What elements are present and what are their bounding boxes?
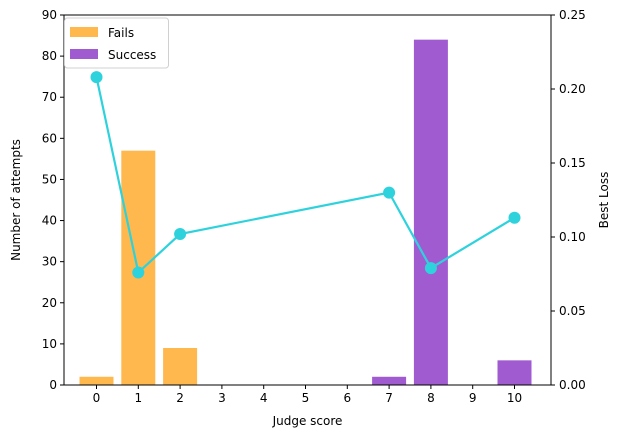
legend-swatch-success <box>70 49 98 59</box>
x-tick-label-10: 10 <box>507 391 522 405</box>
y-axis-ticks: 0 10 20 30 40 50 60 70 80 90 <box>42 8 64 392</box>
bar-success-7 <box>372 376 407 385</box>
best-loss-point-10 <box>508 211 521 224</box>
legend-label-success: Success <box>108 48 156 62</box>
legend-swatch-fails <box>70 27 98 37</box>
x-axis-title: Judge score <box>272 414 343 428</box>
x-tick-label-9: 9 <box>469 391 477 405</box>
y2-tick-label-0.25: 0.25 <box>559 8 586 22</box>
legend: Fails Success <box>64 17 169 69</box>
y-tick-label-60: 60 <box>42 131 57 145</box>
y-tick-label-90: 90 <box>42 8 57 22</box>
y2-axis-ticks: 0.00 0.05 0.10 0.15 0.20 0.25 <box>551 8 586 392</box>
x-tick-label-1: 1 <box>134 391 142 405</box>
y2-tick-label-0.00: 0.00 <box>559 378 586 392</box>
x-tick-label-7: 7 <box>385 391 393 405</box>
y-tick-label-20: 20 <box>42 296 57 310</box>
best-loss-point-0 <box>90 71 103 84</box>
y-axis-title: Number of attempts <box>9 139 23 261</box>
best-loss-point-7 <box>383 186 396 199</box>
legend-label-fails: Fails <box>108 26 134 40</box>
best-loss-line <box>95 76 516 275</box>
best-loss-point-2 <box>174 228 187 241</box>
y-tick-label-0: 0 <box>49 378 57 392</box>
y2-axis-title: Best Loss <box>597 172 611 229</box>
line-layer <box>90 71 521 279</box>
x-tick-label-3: 3 <box>218 391 226 405</box>
x-tick-label-8: 8 <box>427 391 435 405</box>
x-tick-label-2: 2 <box>176 391 184 405</box>
y-tick-label-70: 70 <box>42 90 57 104</box>
best-loss-point-8 <box>424 262 437 275</box>
x-tick-label-6: 6 <box>343 391 351 405</box>
x-tick-label-5: 5 <box>302 391 310 405</box>
y2-tick-label-0.05: 0.05 <box>559 304 586 318</box>
best-loss-point-1 <box>132 266 145 279</box>
y2-tick-label-0.20: 0.20 <box>559 82 586 96</box>
y-tick-label-50: 50 <box>42 172 57 186</box>
y2-tick-label-0.15: 0.15 <box>559 156 586 170</box>
y-tick-label-80: 80 <box>42 49 57 63</box>
x-tick-label-4: 4 <box>260 391 268 405</box>
plot-frame <box>63 14 552 386</box>
y-tick-label-30: 30 <box>42 255 57 269</box>
bar-fails-0 <box>79 376 114 385</box>
y2-tick-label-0.10: 0.10 <box>559 230 586 244</box>
y-tick-label-40: 40 <box>42 214 57 228</box>
bars-layer <box>79 39 532 386</box>
bar-success-10 <box>497 360 532 385</box>
bar-fails-2 <box>163 348 198 385</box>
x-tick-label-0: 0 <box>93 391 101 405</box>
bar-success-8 <box>413 39 448 386</box>
x-axis-ticks: 0 1 2 3 4 5 6 7 8 9 10 <box>93 385 522 405</box>
y-tick-label-10: 10 <box>42 337 57 351</box>
